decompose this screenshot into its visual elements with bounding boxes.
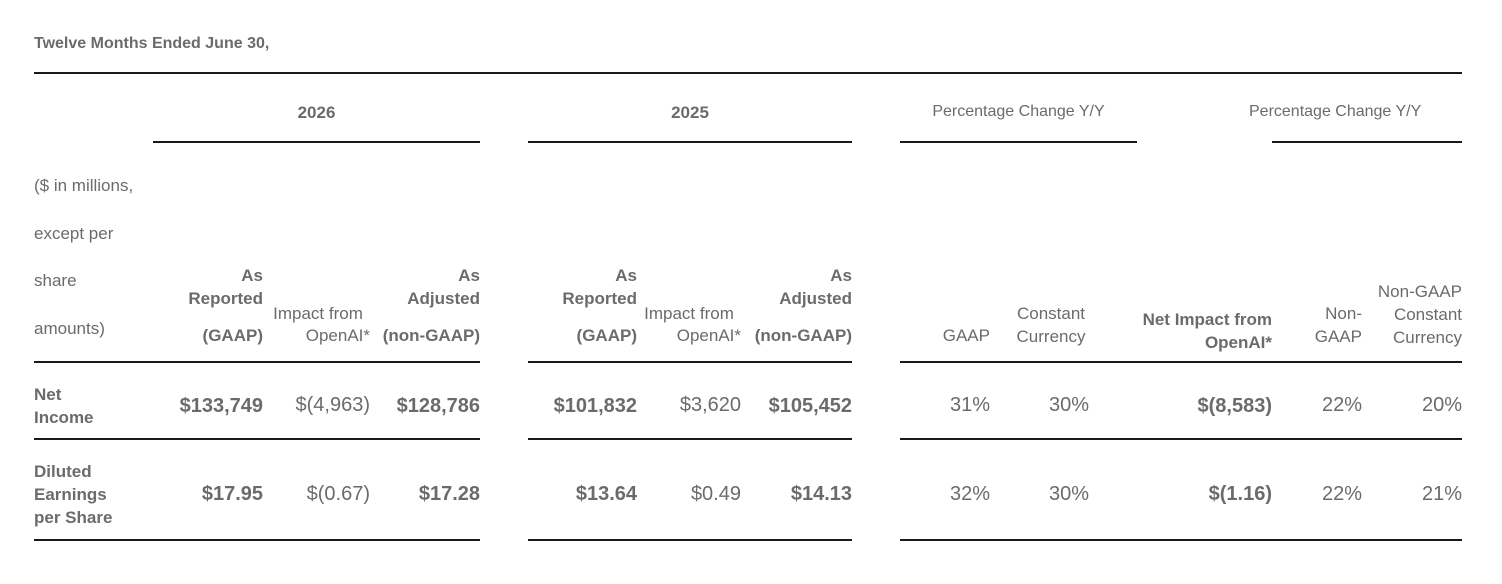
col-header-adjusted-2026-nongaap: (non-GAAP): [382, 326, 480, 345]
header-rule-pct: [900, 361, 1462, 363]
cell-net-income-nongaap: 22%: [1321, 394, 1362, 416]
cell-eps-impact-2025: $0.49: [690, 483, 741, 505]
bottom-rule-2026: [34, 539, 480, 541]
col-header-impact-2026-a: Impact from: [273, 304, 363, 323]
header-rule-2026: [34, 361, 480, 363]
col-header-reported-2026-gaap: (GAAP): [202, 326, 263, 345]
units-note-line-3: share: [34, 271, 77, 290]
col-header-adjusted-2025: As Adjusted: [779, 266, 852, 308]
col-header-adjusted-2026: As Adjusted: [407, 266, 480, 308]
bottom-rule-2025: [528, 539, 852, 541]
cell-net-income-adjusted-2026: $128,786: [396, 395, 480, 417]
cell-net-income-gaap: 31%: [949, 394, 990, 416]
period-2025-rule: [528, 141, 852, 143]
col-header-impact-2026-b: OpenAI*: [305, 326, 370, 345]
cell-eps-gaap: 32%: [949, 483, 990, 505]
cell-eps-constant-currency: 30%: [1048, 483, 1089, 505]
col-header-reported-2025-gaap: (GAAP): [576, 326, 637, 345]
cell-net-income-net-impact: $(8,583): [1197, 395, 1273, 417]
cell-eps-nongaap-cc: 21%: [1421, 483, 1462, 505]
col-header-constant-currency: Constant Currency: [1016, 304, 1086, 346]
cell-eps-impact-2026: $(0.67): [306, 483, 370, 505]
title-rule: [34, 72, 1462, 74]
col-header-gaap: GAAP: [942, 326, 990, 345]
cell-eps-nongaap: 22%: [1321, 483, 1362, 505]
col-header-adjusted-2025-nongaap: (non-GAAP): [754, 326, 852, 345]
cell-net-income-reported-2025: $101,832: [553, 395, 637, 417]
col-header-reported-2025: As Reported: [562, 266, 637, 308]
cell-net-income-impact-2026: $(4,963): [295, 394, 371, 416]
units-note-line-2: except per: [34, 224, 114, 243]
cell-net-income-reported-2026: $133,749: [179, 395, 263, 417]
cell-net-income-adjusted-2025: $105,452: [768, 395, 852, 417]
col-header-net-impact: Net Impact from OpenAI*: [1142, 310, 1272, 352]
cell-net-income-nongaap-cc: 20%: [1421, 394, 1462, 416]
period-pct-change-1-rule: [900, 141, 1137, 143]
row-rule-2026: [34, 438, 480, 440]
period-pct-change-1: Percentage Change Y/Y: [932, 103, 1105, 120]
cell-net-income-impact-2025: $3,620: [679, 394, 741, 416]
col-header-nongaap-constant-currency: Non-GAAP Constant Currency: [1377, 282, 1462, 347]
row-label-net-income: Net Income: [34, 385, 94, 427]
period-2026: 2026: [297, 103, 336, 122]
cell-eps-reported-2026: $17.95: [201, 483, 263, 505]
period-pct-change-2-rule: [1272, 141, 1462, 143]
col-header-impact-2025-b: OpenAI*: [676, 326, 741, 345]
cell-net-income-constant-currency: 30%: [1048, 394, 1089, 416]
col-header-impact-2025-a: Impact from: [644, 304, 734, 323]
bottom-rule-pct: [900, 539, 1462, 541]
units-note-line-4: amounts): [34, 319, 105, 338]
col-header-reported-2026: As Reported: [188, 266, 263, 308]
cell-eps-reported-2025: $13.64: [575, 483, 637, 505]
row-rule-2025: [528, 438, 852, 440]
period-2026-rule: [153, 141, 480, 143]
cell-eps-net-impact: $(1.16): [1208, 483, 1272, 505]
header-rule-2025: [528, 361, 852, 363]
row-rule-pct: [900, 438, 1462, 440]
row-label-diluted-eps: Diluted Earnings per Share: [34, 462, 113, 527]
col-header-nongaap: Non- GAAP: [1314, 304, 1362, 346]
table-title: Twelve Months Ended June 30,: [34, 35, 270, 52]
period-pct-change-2: Percentage Change Y/Y: [1249, 103, 1422, 120]
cell-eps-adjusted-2025: $14.13: [790, 483, 852, 505]
period-2025: 2025: [671, 103, 709, 122]
cell-eps-adjusted-2026: $17.28: [418, 483, 480, 505]
units-note-line-1: ($ in millions,: [34, 176, 134, 195]
